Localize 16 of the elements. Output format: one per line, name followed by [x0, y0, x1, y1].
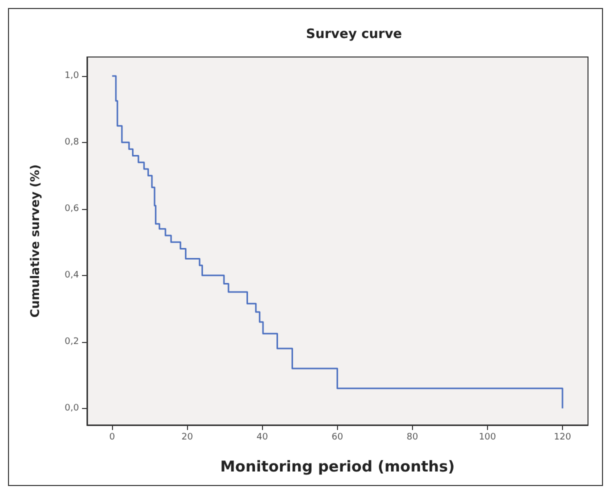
x-tick-label: 100	[478, 432, 496, 442]
y-tick-label: 0,0	[64, 403, 80, 414]
x-axis-title: Monitoring period (months)	[220, 458, 455, 476]
y-tick-label: 1,0	[64, 70, 80, 81]
x-tick-label: 40	[256, 432, 268, 442]
y-tick-label: 0,2	[64, 336, 79, 347]
x-tick-label: 0	[109, 432, 116, 442]
y-tick-label: 0,8	[64, 137, 80, 148]
x-tick-label: 60	[332, 432, 344, 442]
chart-title: Survey curve	[306, 27, 402, 42]
x-tick-label: 80	[406, 432, 418, 442]
y-axis-title: Cumulative survey (%)	[28, 164, 42, 318]
y-tick-label: 0,4	[64, 270, 80, 280]
y-tick-label: 0,6	[64, 204, 80, 214]
x-tick-label: 120	[554, 432, 572, 442]
x-tick-label: 20	[181, 432, 194, 442]
